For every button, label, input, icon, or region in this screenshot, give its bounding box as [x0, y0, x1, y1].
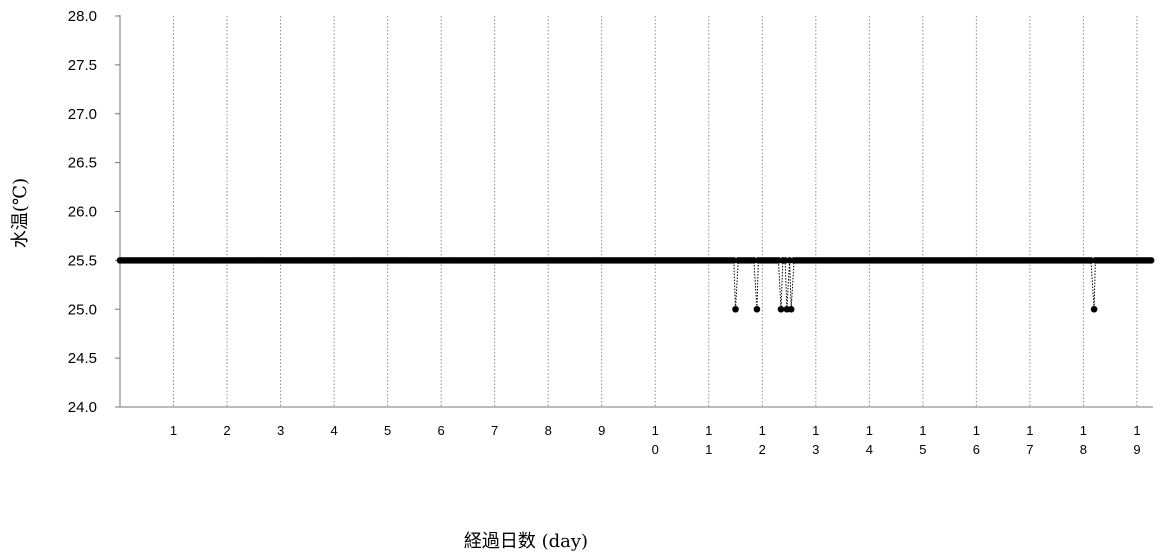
x-tick-label-8: 8	[545, 423, 552, 438]
data-point-dip-11.5	[732, 305, 739, 313]
x-tick-label-13-2: 3	[812, 442, 819, 457]
y-tick-label-24.0: 24.0	[68, 399, 97, 416]
x-tick-label-18-2: 8	[1080, 442, 1087, 457]
x-tick-label-3: 3	[277, 423, 284, 438]
x-tick-label-12-2: 2	[759, 442, 766, 457]
x-tick-label-18-1: 1	[1080, 423, 1087, 438]
data-point-462	[1147, 257, 1155, 264]
x-tick-label-15-2: 5	[919, 442, 926, 457]
x-tick-label-1: 1	[170, 423, 177, 438]
x-tick-label-16-1: 1	[973, 423, 980, 438]
x-tick-label-5: 5	[384, 423, 391, 438]
x-tick-label-11-2: 1	[705, 442, 712, 457]
data-point-dip-18.2	[1090, 305, 1098, 313]
x-tick-label-4: 4	[330, 423, 337, 438]
y-tick-label-28.0: 28.0	[68, 8, 97, 25]
axes	[115, 15, 1153, 408]
x-tick-label-15-1: 1	[919, 423, 926, 438]
x-axis-title: 経過日数 (day)	[464, 531, 588, 552]
x-tick-label-17-2: 7	[1026, 442, 1033, 457]
x-tick-label-19-2: 9	[1133, 442, 1140, 457]
x-tick-label-14-1: 1	[866, 423, 873, 438]
x-tick-label-11-1: 1	[705, 423, 712, 438]
x-tick-label-7: 7	[491, 423, 498, 438]
y-tick-label-25.0: 25.0	[68, 301, 97, 318]
grid-lines	[173, 16, 1138, 407]
x-tick-label-16-2: 6	[973, 442, 980, 457]
data-point-dip-12.54	[787, 305, 795, 313]
x-tick-label-19-1: 1	[1133, 423, 1140, 438]
x-tick-label-9: 9	[598, 423, 605, 438]
data-point-dip-11.9	[753, 305, 761, 313]
x-tick-label-14-2: 4	[866, 442, 873, 457]
y-axis-title: 水温(℃)	[10, 178, 31, 248]
x-tick-label-6: 6	[438, 423, 445, 438]
y-tick-label-26.5: 26.5	[68, 155, 97, 172]
y-tick-labels: 24.0 24.5 25.0 25.5 26.0 26.5 27.0 27.5 28.0	[68, 8, 97, 416]
y-tick-label-27.0: 27.0	[68, 106, 97, 123]
y-tick-label-24.5: 24.5	[68, 350, 97, 367]
y-tick-label-27.5: 27.5	[68, 57, 97, 74]
x-tick-label-2: 2	[223, 423, 230, 438]
x-tick-label-10-2: 0	[652, 442, 659, 457]
x-tick-label-17-1: 1	[1026, 423, 1033, 438]
x-tick-label-13-1: 1	[812, 423, 819, 438]
y-tick-label-25.5: 25.5	[68, 252, 97, 269]
y-tick-label-26.0: 26.0	[68, 204, 97, 221]
x-tick-label-12-1: 1	[759, 423, 766, 438]
series-0-line	[120, 259, 1152, 310]
x-tick-label-10-1: 1	[652, 423, 659, 438]
series-water-temperature	[116, 257, 1155, 313]
data-point-dip-12.35	[777, 305, 785, 313]
